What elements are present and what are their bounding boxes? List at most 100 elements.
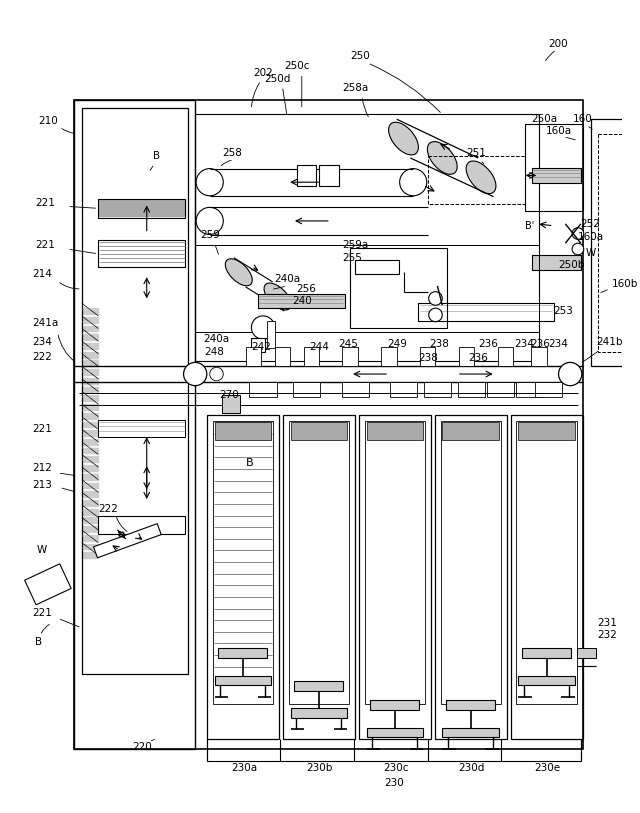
Bar <box>525 124 583 211</box>
Text: B: B <box>246 459 254 468</box>
Circle shape <box>559 363 582 385</box>
Circle shape <box>196 168 223 196</box>
Ellipse shape <box>466 161 496 193</box>
Text: 238: 238 <box>429 339 449 349</box>
Bar <box>267 321 275 348</box>
Text: 240a: 240a <box>274 274 300 284</box>
Bar <box>522 649 571 659</box>
Text: 220: 220 <box>132 742 152 752</box>
Ellipse shape <box>264 283 291 310</box>
Text: 160a: 160a <box>545 126 572 136</box>
Bar <box>195 246 539 333</box>
Bar <box>424 382 451 398</box>
Text: 245: 245 <box>339 339 358 349</box>
Bar <box>291 423 347 440</box>
Bar <box>218 649 268 659</box>
Text: 230b: 230b <box>307 763 333 773</box>
Bar <box>516 382 543 398</box>
Text: 214: 214 <box>33 269 52 279</box>
Bar <box>518 676 575 685</box>
Bar <box>246 347 261 367</box>
Text: 222: 222 <box>98 504 118 514</box>
Text: 221: 221 <box>33 424 52 434</box>
Text: 241b: 241b <box>596 337 623 347</box>
Bar <box>99 241 186 267</box>
Bar <box>516 420 577 704</box>
Text: 213: 213 <box>33 480 52 490</box>
Circle shape <box>429 308 442 322</box>
Text: W: W <box>37 546 47 555</box>
Circle shape <box>196 207 223 234</box>
Circle shape <box>184 363 207 385</box>
Bar <box>531 347 547 367</box>
Bar <box>283 415 355 739</box>
Text: 250: 250 <box>350 51 370 61</box>
Text: 250d: 250d <box>264 73 291 84</box>
Bar <box>518 423 575 440</box>
Text: 200: 200 <box>548 38 568 49</box>
Text: 212: 212 <box>33 463 52 473</box>
Bar <box>532 254 581 271</box>
Bar <box>294 681 343 690</box>
Bar <box>293 382 320 398</box>
Text: 232: 232 <box>597 630 617 640</box>
Text: B': B' <box>525 221 534 231</box>
Text: 230c: 230c <box>383 763 408 773</box>
Text: 234: 234 <box>515 339 534 349</box>
Bar <box>342 347 358 367</box>
Text: 160b: 160b <box>612 279 638 289</box>
Circle shape <box>210 367 223 380</box>
Text: 250a: 250a <box>531 114 557 124</box>
Text: 238: 238 <box>418 353 438 363</box>
Bar <box>342 382 369 398</box>
Text: 256: 256 <box>297 284 317 293</box>
Text: 250c: 250c <box>284 61 310 71</box>
Text: W: W <box>586 248 596 258</box>
Text: 230: 230 <box>384 778 404 788</box>
Bar <box>350 248 447 328</box>
Ellipse shape <box>428 141 457 174</box>
Text: 240: 240 <box>292 297 312 307</box>
Text: 258a: 258a <box>342 83 368 93</box>
Bar <box>442 423 499 440</box>
Bar <box>367 728 423 737</box>
Text: 221: 221 <box>35 240 55 250</box>
Bar <box>207 415 279 739</box>
Bar <box>289 420 349 704</box>
Text: 202: 202 <box>253 67 273 78</box>
Bar <box>535 382 563 398</box>
Text: 210: 210 <box>38 116 58 126</box>
Bar <box>459 347 474 367</box>
Bar <box>446 700 495 710</box>
Bar <box>420 347 435 367</box>
Text: 240a: 240a <box>204 334 230 344</box>
Bar <box>297 165 316 186</box>
Text: 221: 221 <box>33 608 52 619</box>
Text: 255: 255 <box>342 253 362 263</box>
Text: 248: 248 <box>205 347 225 357</box>
Text: 230e: 230e <box>534 763 561 773</box>
Bar <box>577 649 596 659</box>
Text: 259a: 259a <box>342 240 368 250</box>
Circle shape <box>399 168 427 196</box>
Bar <box>487 382 514 398</box>
Bar <box>428 156 525 204</box>
Text: 242: 242 <box>251 342 271 352</box>
Text: 244: 244 <box>309 342 329 352</box>
Bar <box>367 423 423 440</box>
Text: 250b: 250b <box>558 259 584 270</box>
Bar <box>591 120 640 367</box>
Bar <box>458 382 485 398</box>
Text: 234: 234 <box>548 339 568 349</box>
Text: 230d: 230d <box>458 763 485 773</box>
Bar <box>365 420 425 704</box>
Polygon shape <box>93 524 161 558</box>
Text: 236: 236 <box>478 339 498 349</box>
Bar <box>435 415 507 739</box>
Bar <box>598 133 637 352</box>
Text: 251: 251 <box>467 148 486 158</box>
Text: 258: 258 <box>222 148 242 158</box>
Bar <box>74 100 583 749</box>
Bar <box>371 700 419 710</box>
Text: 160: 160 <box>573 114 593 124</box>
